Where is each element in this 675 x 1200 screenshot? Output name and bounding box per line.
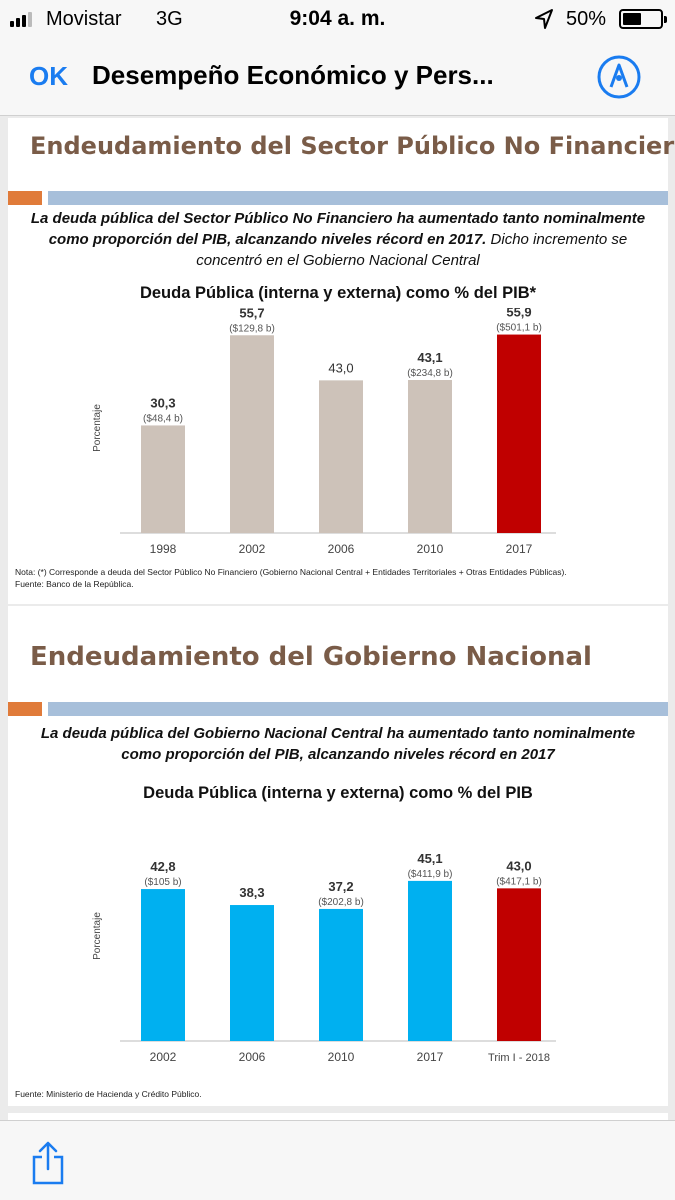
bar-2010 (319, 908, 363, 1041)
x-tick-2006: 2006 (328, 542, 355, 556)
x-tick-2002: 2002 (239, 542, 266, 556)
bar-chart-spnf: Porcentaje 30,3 ($48,4 b) 1998 55,7 ($129,8 b… (92, 308, 556, 556)
location-arrow-icon (535, 9, 553, 29)
accent-bar-orange (8, 702, 42, 716)
battery-fill (623, 13, 641, 25)
ok-button[interactable]: OK (29, 61, 68, 91)
accent-bar-blue (48, 702, 668, 716)
data-label-2017: 45,1 (417, 851, 442, 866)
accent-bar-orange (8, 191, 42, 205)
status-bar: Movistar 3G 9:04 a. m. 50% (0, 0, 675, 38)
chart-title: Deuda Pública (interna y externa) como %… (143, 784, 533, 802)
slide-subtitle: La deuda pública del Sector Público No F… (30, 210, 646, 269)
x-tick-2010: 2010 (328, 1050, 355, 1064)
data-label-2006: 43,0 (328, 360, 353, 375)
share-icon[interactable] (30, 1139, 66, 1187)
bar-2006 (230, 905, 274, 1041)
amount-label-2010: ($234,8 b) (407, 368, 453, 379)
data-label-2010: 43,1 (417, 350, 442, 365)
amount-label-1998: ($48,4 b) (143, 413, 183, 424)
x-tick-2002: 2002 (150, 1050, 177, 1064)
data-label-Trim I - 2018: 43,0 (506, 858, 531, 873)
bar-2017 (408, 880, 452, 1041)
chart-title: Deuda Pública (interna y externa) como %… (139, 284, 537, 302)
x-tick-2010: 2010 (417, 542, 444, 556)
bar-2002 (230, 335, 274, 533)
data-label-2006: 38,3 (239, 885, 264, 900)
accent-bar-blue (48, 191, 668, 205)
amount-label-Trim I - 2018: ($417,1 b) (496, 876, 542, 887)
y-axis-label: Porcentaje (92, 912, 103, 960)
bar-Trim I - 2018 (497, 888, 541, 1041)
bottom-toolbar (0, 1120, 675, 1200)
compass-icon[interactable] (596, 54, 642, 100)
data-label-2017: 55,9 (506, 308, 531, 320)
data-label-2002: 55,7 (239, 308, 264, 320)
slide-gobierno-nacional: Endeudamiento del Gobierno Nacional La d… (8, 606, 668, 1106)
slide-title: Endeudamiento del Gobierno Nacional (30, 642, 592, 672)
network-type: 3G (156, 8, 183, 30)
page-title: Desempeño Económico y Pers... (92, 60, 494, 90)
slide-subtitle: La deuda pública del Gobierno Nacional C… (40, 725, 636, 763)
x-tick-1998: 1998 (150, 542, 177, 556)
x-tick-Trim I - 2018: Trim I - 2018 (488, 1052, 550, 1064)
carrier-name: Movistar (46, 8, 122, 30)
x-tick-2017: 2017 (506, 542, 533, 556)
nav-bar: OK Desempeño Económico y Pers... (0, 38, 675, 116)
bar-2006 (319, 380, 363, 533)
chart-note: Nota: (*) Corresponde a deuda del Sector… (15, 567, 567, 577)
bar-2002 (141, 889, 185, 1041)
amount-label-2017: ($501,1 b) (496, 323, 542, 334)
amount-label-2010: ($202,8 b) (318, 897, 364, 908)
signal-icon (10, 11, 32, 27)
chart-source: Fuente: Banco de la República. (15, 579, 134, 589)
data-label-2010: 37,2 (328, 879, 353, 894)
bar-2010 (408, 379, 452, 533)
data-label-1998: 30,3 (150, 395, 175, 410)
battery-icon (619, 9, 667, 29)
clock: 9:04 a. m. (289, 7, 386, 30)
bar-chart-gnc: Porcentaje 42,8 ($105 b) 2002 38,3 2006 37,2 ($… (92, 851, 556, 1064)
data-label-2002: 42,8 (150, 859, 175, 874)
slide-sector-publico: Endeudamiento del Sector Público No Fina… (8, 118, 675, 604)
slide-title: Endeudamiento del Sector Público No Fina… (30, 132, 675, 160)
y-axis-label: Porcentaje (92, 404, 103, 452)
amount-label-2017: ($411,9 b) (408, 869, 453, 880)
x-tick-2006: 2006 (239, 1050, 266, 1064)
x-tick-2017: 2017 (417, 1050, 444, 1064)
amount-label-2002: ($129,8 b) (229, 323, 275, 334)
bar-1998 (141, 425, 185, 533)
amount-label-2002: ($105 b) (144, 877, 181, 888)
battery-percent: 50% (566, 8, 607, 30)
chart-source: Fuente: Ministerio de Hacienda y Crédito… (15, 1089, 202, 1099)
bar-2017 (497, 334, 541, 533)
